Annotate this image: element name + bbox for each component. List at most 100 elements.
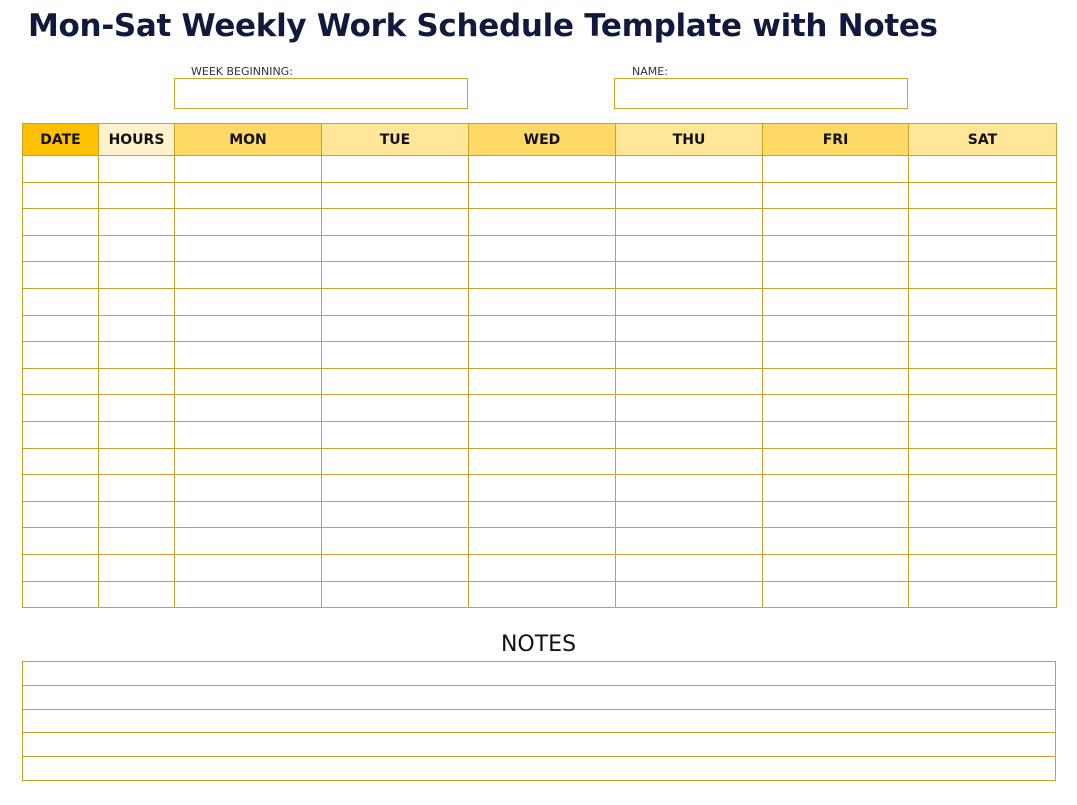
cell-fri[interactable] <box>762 234 909 263</box>
cell-date[interactable] <box>22 367 99 396</box>
cell-mon[interactable] <box>174 181 322 210</box>
cell-fri[interactable] <box>762 155 909 183</box>
cell-sat[interactable] <box>908 341 1057 369</box>
cell-mon[interactable] <box>174 155 322 183</box>
cell-fri[interactable] <box>762 580 909 609</box>
cell-tue[interactable] <box>321 447 469 476</box>
week-beginning-field[interactable] <box>174 78 468 109</box>
cell-hours[interactable] <box>98 394 175 422</box>
cell-hours[interactable] <box>98 341 175 369</box>
cell-thu[interactable] <box>615 447 763 476</box>
cell-hours[interactable] <box>98 447 175 476</box>
cell-date[interactable] <box>22 181 99 210</box>
cell-hours[interactable] <box>98 261 175 289</box>
cell-wed[interactable] <box>468 394 616 422</box>
cell-wed[interactable] <box>468 234 616 263</box>
cell-tue[interactable] <box>321 474 469 502</box>
cell-thu[interactable] <box>615 314 763 343</box>
cell-hours[interactable] <box>98 367 175 396</box>
cell-tue[interactable] <box>321 208 469 236</box>
notes-line[interactable] <box>22 756 1056 781</box>
cell-wed[interactable] <box>468 341 616 369</box>
cell-fri[interactable] <box>762 181 909 210</box>
cell-date[interactable] <box>22 261 99 289</box>
cell-thu[interactable] <box>615 261 763 289</box>
cell-thu[interactable] <box>615 181 763 210</box>
cell-hours[interactable] <box>98 553 175 582</box>
cell-wed[interactable] <box>468 314 616 343</box>
cell-fri[interactable] <box>762 527 909 555</box>
cell-mon[interactable] <box>174 367 322 396</box>
cell-sat[interactable] <box>908 527 1057 555</box>
cell-hours[interactable] <box>98 580 175 609</box>
cell-tue[interactable] <box>321 394 469 422</box>
cell-tue[interactable] <box>321 234 469 263</box>
cell-tue[interactable] <box>321 420 469 449</box>
cell-tue[interactable] <box>321 500 469 529</box>
cell-fri[interactable] <box>762 287 909 316</box>
cell-mon[interactable] <box>174 341 322 369</box>
cell-thu[interactable] <box>615 234 763 263</box>
cell-hours[interactable] <box>98 234 175 263</box>
cell-hours[interactable] <box>98 287 175 316</box>
cell-tue[interactable] <box>321 261 469 289</box>
cell-tue[interactable] <box>321 527 469 555</box>
cell-wed[interactable] <box>468 527 616 555</box>
cell-fri[interactable] <box>762 500 909 529</box>
cell-date[interactable] <box>22 500 99 529</box>
name-field[interactable] <box>614 78 908 109</box>
cell-wed[interactable] <box>468 474 616 502</box>
cell-sat[interactable] <box>908 394 1057 422</box>
cell-fri[interactable] <box>762 420 909 449</box>
cell-hours[interactable] <box>98 314 175 343</box>
cell-tue[interactable] <box>321 341 469 369</box>
cell-mon[interactable] <box>174 500 322 529</box>
cell-wed[interactable] <box>468 155 616 183</box>
cell-mon[interactable] <box>174 394 322 422</box>
cell-sat[interactable] <box>908 367 1057 396</box>
cell-sat[interactable] <box>908 420 1057 449</box>
cell-hours[interactable] <box>98 420 175 449</box>
cell-mon[interactable] <box>174 261 322 289</box>
cell-sat[interactable] <box>908 155 1057 183</box>
cell-wed[interactable] <box>468 447 616 476</box>
cell-date[interactable] <box>22 208 99 236</box>
cell-fri[interactable] <box>762 208 909 236</box>
cell-thu[interactable] <box>615 474 763 502</box>
cell-wed[interactable] <box>468 420 616 449</box>
cell-sat[interactable] <box>908 208 1057 236</box>
cell-thu[interactable] <box>615 341 763 369</box>
cell-wed[interactable] <box>468 553 616 582</box>
cell-fri[interactable] <box>762 367 909 396</box>
cell-date[interactable] <box>22 234 99 263</box>
cell-tue[interactable] <box>321 287 469 316</box>
cell-sat[interactable] <box>908 234 1057 263</box>
cell-date[interactable] <box>22 527 99 555</box>
cell-date[interactable] <box>22 314 99 343</box>
cell-fri[interactable] <box>762 553 909 582</box>
cell-date[interactable] <box>22 580 99 609</box>
cell-mon[interactable] <box>174 208 322 236</box>
cell-fri[interactable] <box>762 474 909 502</box>
cell-mon[interactable] <box>174 527 322 555</box>
cell-thu[interactable] <box>615 208 763 236</box>
cell-hours[interactable] <box>98 155 175 183</box>
cell-mon[interactable] <box>174 447 322 476</box>
cell-hours[interactable] <box>98 500 175 529</box>
cell-wed[interactable] <box>468 208 616 236</box>
notes-line[interactable] <box>22 708 1056 734</box>
cell-sat[interactable] <box>908 553 1057 582</box>
cell-sat[interactable] <box>908 474 1057 502</box>
cell-thu[interactable] <box>615 394 763 422</box>
cell-mon[interactable] <box>174 580 322 609</box>
cell-date[interactable] <box>22 420 99 449</box>
cell-wed[interactable] <box>468 287 616 316</box>
cell-date[interactable] <box>22 474 99 502</box>
cell-fri[interactable] <box>762 447 909 476</box>
cell-mon[interactable] <box>174 314 322 343</box>
cell-tue[interactable] <box>321 367 469 396</box>
cell-tue[interactable] <box>321 580 469 609</box>
cell-sat[interactable] <box>908 500 1057 529</box>
cell-wed[interactable] <box>468 500 616 529</box>
cell-thu[interactable] <box>615 580 763 609</box>
